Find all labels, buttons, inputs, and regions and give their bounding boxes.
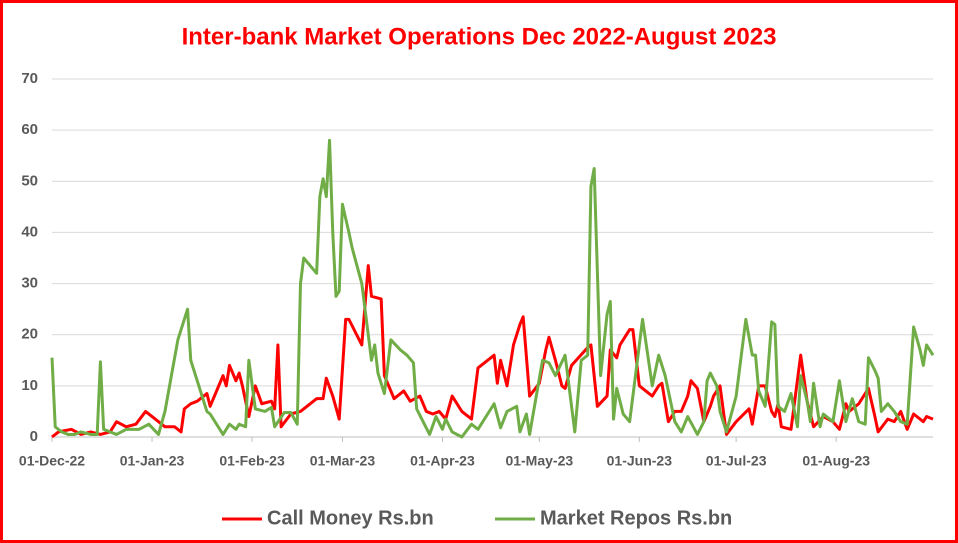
- x-tick-label: 01-Apr-23: [410, 453, 475, 469]
- chart-title: Inter-bank Market Operations Dec 2022-Au…: [182, 23, 777, 50]
- x-tick-label: 01-Aug-23: [802, 453, 870, 469]
- series-line: [50, 138, 935, 439]
- x-tick-label: 01-Mar-23: [310, 453, 376, 469]
- y-tick-label: 30: [21, 275, 38, 292]
- x-tick-label: 01-Jun-23: [607, 453, 673, 469]
- y-tick-label: 40: [21, 223, 38, 240]
- x-tick-label: 01-Jul-23: [706, 453, 767, 469]
- legend-label: Call Money Rs.bn: [267, 507, 434, 529]
- y-tick-label: 10: [21, 377, 38, 394]
- plot-area: [50, 138, 935, 439]
- y-tick-label: 50: [21, 172, 38, 189]
- y-tick-label: 0: [30, 428, 38, 445]
- x-tick-label: 01-Dec-22: [19, 453, 85, 469]
- y-tick-label: 70: [21, 70, 38, 87]
- series-line: [51, 264, 934, 439]
- axes: 0 10 20 30 40 50 60 70 01-Dec-22 01-Jan-23 01-Feb-…: [19, 70, 933, 469]
- y-tick-label: 60: [21, 121, 38, 138]
- legend-label: Market Repos Rs.bn: [540, 507, 732, 529]
- legend: Call Money Rs.bn Market Repos Rs.bn: [222, 507, 732, 529]
- x-tick-label: 01-May-23: [505, 453, 573, 469]
- y-tick-label: 20: [21, 326, 38, 343]
- x-tick-label: 01-Feb-23: [219, 453, 285, 469]
- x-tick-label: 01-Jan-23: [120, 453, 185, 469]
